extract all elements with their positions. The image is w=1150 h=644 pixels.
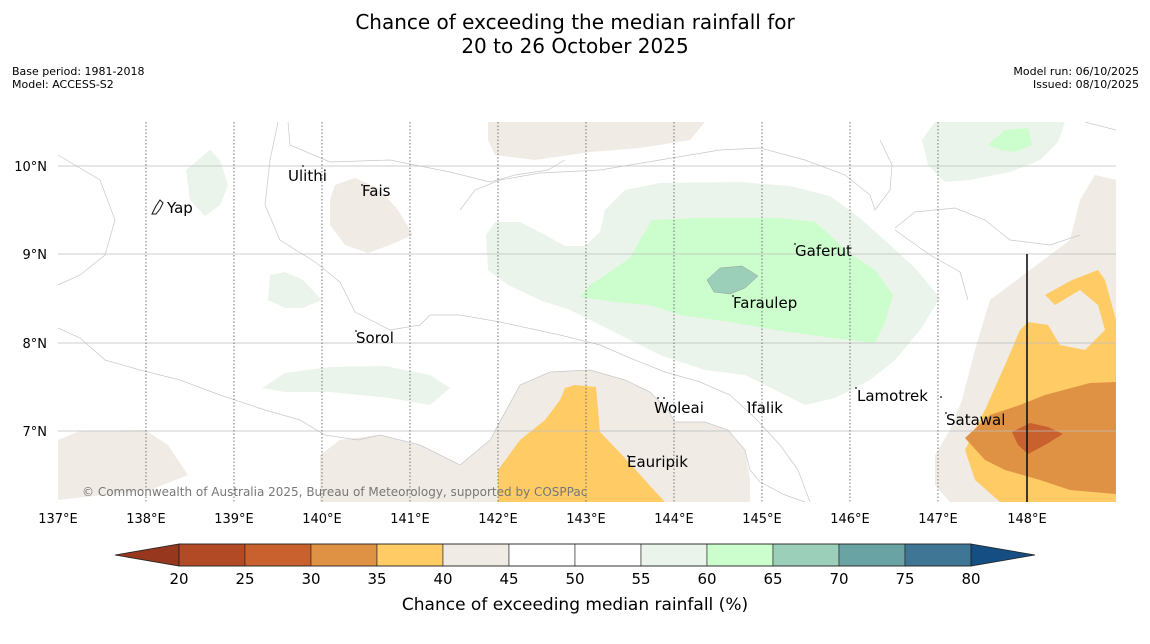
- contour-area: [58, 430, 188, 500]
- colorbar-segments: [178, 543, 972, 567]
- contour-area: [330, 178, 413, 253]
- x-tick-label: 142°E: [478, 512, 518, 527]
- model-run-text: Model run: 06/10/2025: [1013, 65, 1139, 78]
- yap-island-shape: [151, 199, 164, 215]
- place-label-ulithi: Ulithi: [288, 167, 327, 185]
- y-tick-label: 8°N: [23, 337, 48, 352]
- x-tick-label: 141°E: [390, 512, 430, 527]
- model-text: Model: ACCESS-S2: [12, 78, 114, 91]
- colorbar-segment: [310, 543, 378, 567]
- place-label-gaferut: Gaferut: [795, 242, 852, 260]
- contour-area: [498, 385, 665, 502]
- x-tick-label: 139°E: [214, 512, 254, 527]
- contour-area: [988, 128, 1032, 152]
- colorbar-segment: [574, 543, 642, 567]
- colorbar-segment: [904, 543, 972, 567]
- contour-fields: [58, 122, 1116, 502]
- colorbar: 20 25 30 35 40 45 50 55 60 65 70 75 80 Chance of exc…: [114, 543, 1036, 615]
- colorbar-segment: [442, 543, 510, 567]
- island-markers: [302, 165, 947, 457]
- meta-right: Model run: 06/10/2025 Issued: 08/10/2025: [1013, 65, 1139, 91]
- place-label-lamotrek: Lamotrek: [857, 387, 928, 405]
- colorbar-segment: [838, 543, 906, 567]
- issued-text: Issued: 08/10/2025: [1032, 78, 1139, 91]
- y-axis-labels: 10°N 9°N 8°N 7°N: [14, 160, 47, 440]
- colorbar-segment: [376, 543, 444, 567]
- x-tick-label: 145°E: [742, 512, 782, 527]
- colorbar-segment: [772, 543, 840, 567]
- colorbar-segment: [244, 543, 312, 567]
- contour-area: [262, 366, 450, 405]
- place-label-sorol: Sorol: [356, 329, 394, 347]
- latitude-gridlines: [58, 165, 1116, 432]
- colorbar-tick-label: 60: [697, 570, 716, 588]
- colorbar-under-triangle: [114, 543, 180, 567]
- contour-area: [706, 265, 759, 295]
- x-tick-label: 143°E: [566, 512, 606, 527]
- x-tick-label: 148°E: [1007, 512, 1047, 527]
- place-label-satawal: Satawal: [946, 411, 1005, 429]
- base-period-text: Base period: 1981-2018: [12, 65, 145, 78]
- place-label-yap: Yap: [166, 199, 193, 217]
- colorbar-tick-labels: 20 25 30 35 40 45 50 55 60 65 70 75 80: [169, 570, 980, 588]
- meta-left: Base period: 1981-2018 Model: ACCESS-S2: [12, 65, 144, 91]
- contour-area: [488, 122, 705, 160]
- place-label-fais: Fais: [362, 182, 391, 200]
- colorbar-tick-label: 75: [895, 570, 914, 588]
- longitude-gridlines: [145, 122, 939, 502]
- copyright-text: © Commonwealth of Australia 2025, Bureau…: [82, 485, 587, 499]
- x-tick-label: 138°E: [126, 512, 166, 527]
- x-tick-label: 137°E: [38, 512, 78, 527]
- y-tick-label: 10°N: [14, 160, 47, 175]
- colorbar-tick-label: 80: [961, 570, 980, 588]
- title-line-1: Chance of exceeding the median rainfall …: [355, 10, 795, 34]
- colorbar-over-triangle: [970, 543, 1036, 567]
- title-line-2: 20 to 26 October 2025: [461, 34, 689, 58]
- colorbar-segment: [508, 543, 576, 567]
- colorbar-segment: [178, 543, 246, 567]
- colorbar-title: Chance of exceeding median rainfall (%): [402, 595, 748, 615]
- x-tick-label: 146°E: [830, 512, 870, 527]
- y-tick-label: 9°N: [23, 248, 48, 263]
- colorbar-tick-label: 25: [235, 570, 254, 588]
- place-labels: Ulithi Fais Yap Gaferut Faraulep Sorol L…: [166, 167, 1005, 471]
- colorbar-tick-label: 45: [499, 570, 518, 588]
- colorbar-segment: [640, 543, 708, 567]
- contour-area: [268, 272, 322, 308]
- colorbar-outline: [178, 543, 972, 567]
- colorbar-tick-label: 65: [763, 570, 782, 588]
- y-tick-label: 7°N: [23, 425, 48, 440]
- colorbar-tick-label: 30: [301, 570, 320, 588]
- colorbar-tick-label: 40: [433, 570, 452, 588]
- contour-area: [922, 122, 1065, 182]
- x-tick-label: 140°E: [302, 512, 342, 527]
- colorbar-tick-label: 55: [631, 570, 650, 588]
- colorbar-segment: [706, 543, 774, 567]
- x-tick-label: 147°E: [918, 512, 958, 527]
- colorbar-tick-label: 70: [829, 570, 848, 588]
- contour-area: [186, 150, 228, 216]
- place-label-woleai: Woleai: [654, 399, 704, 417]
- colorbar-tick-label: 50: [565, 570, 584, 588]
- place-label-ifalik: Ifalik: [747, 399, 783, 417]
- colorbar-tick-label: 35: [367, 570, 386, 588]
- x-tick-label: 144°E: [654, 512, 694, 527]
- place-label-eauripik: Eauripik: [627, 453, 688, 471]
- colorbar-tick-label: 20: [169, 570, 188, 588]
- contour-lines: [58, 122, 1116, 502]
- place-label-faraulep: Faraulep: [733, 294, 797, 312]
- x-axis-labels: 137°E 138°E 139°E 140°E 141°E 142°E 143°…: [38, 512, 1047, 527]
